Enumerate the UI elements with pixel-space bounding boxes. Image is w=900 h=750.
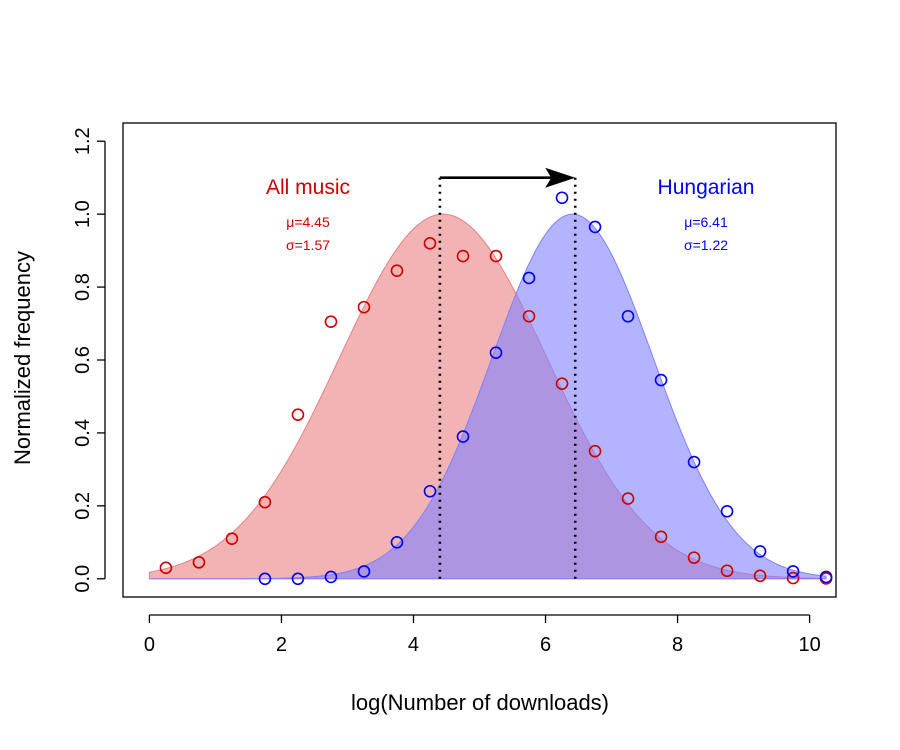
data-point-all-music — [291, 408, 305, 421]
y-tick-label: 0.0 — [72, 565, 94, 593]
data-point-all-music — [390, 264, 404, 277]
data-point-hungarian — [720, 505, 734, 518]
data-point-hungarian — [588, 220, 602, 234]
data-point-hungarian — [324, 570, 338, 584]
y-tick-label: 1.2 — [72, 127, 94, 155]
density-areas — [148, 213, 827, 580]
x-tick-label: 10 — [798, 634, 820, 656]
x-tick-label: 6 — [540, 634, 551, 656]
data-point-hungarian — [258, 572, 272, 586]
data-point-all-music — [159, 561, 173, 575]
data-point-hungarian — [489, 346, 503, 360]
data-point-all-music — [687, 551, 701, 564]
axes: 0 2 4 6 8 10 0.0 0.2 0.4 0.6 0.8 1.0 1.2 — [72, 127, 821, 656]
x-tick-label: 0 — [144, 634, 155, 656]
x-tick-label: 4 — [408, 634, 419, 656]
data-point-all-music — [588, 444, 602, 458]
data-points — [159, 191, 833, 586]
data-point-hungarian — [522, 271, 536, 285]
series-label-all-music: All music — [266, 176, 350, 199]
data-point-hungarian — [357, 565, 371, 578]
data-point-hungarian — [390, 536, 404, 549]
data-point-all-music — [522, 309, 536, 323]
data-point-all-music — [555, 377, 569, 391]
data-point-hungarian — [621, 309, 635, 323]
x-tick-label: 2 — [276, 634, 287, 656]
data-point-hungarian — [423, 484, 437, 498]
data-point-hungarian — [456, 430, 470, 443]
data-point-all-music — [258, 495, 272, 509]
y-tick-label: 0.4 — [72, 419, 94, 447]
plot-frame — [122, 122, 837, 598]
data-point-hungarian — [819, 570, 833, 584]
sigma-label-hungarian: σ=1.22 — [684, 237, 728, 253]
data-point-all-music — [192, 556, 206, 569]
sigma-label-all-music: σ=1.57 — [286, 237, 330, 253]
mu-label-hungarian: μ=6.41 — [684, 214, 728, 230]
data-point-hungarian — [786, 565, 800, 578]
shift-arrow-head — [545, 167, 576, 188]
data-point-hungarian — [753, 545, 767, 558]
data-point-all-music — [621, 492, 635, 505]
y-tick-label: 1.0 — [72, 200, 94, 228]
data-point-all-music — [489, 249, 503, 263]
data-point-all-music — [225, 532, 239, 545]
data-point-all-music — [423, 237, 437, 250]
density-area-hungarian — [149, 213, 827, 580]
data-point-hungarian — [654, 373, 668, 387]
y-tick-label: 0.8 — [72, 273, 94, 301]
data-point-hungarian — [687, 455, 701, 469]
data-point-all-music — [753, 569, 767, 583]
data-point-all-music — [357, 300, 371, 314]
data-point-all-music — [324, 315, 338, 329]
data-point-hungarian — [291, 572, 305, 586]
x-axis-label: log(Number of downloads) — [351, 690, 609, 715]
x-tick-label: 8 — [672, 634, 683, 656]
data-point-hungarian — [555, 191, 569, 205]
data-point-all-music — [654, 530, 668, 544]
y-axis-label: Normalized frequency — [10, 251, 35, 465]
y-tick-label: 0.2 — [72, 492, 94, 520]
data-point-all-music — [720, 564, 734, 578]
data-point-all-music — [456, 249, 470, 263]
series-label-hungarian: Hungarian — [658, 176, 755, 199]
mu-label-all-music: μ=4.45 — [286, 214, 330, 230]
annotation-markers — [438, 167, 577, 579]
y-tick-label: 0.6 — [72, 346, 94, 374]
data-point-all-music — [786, 571, 800, 585]
